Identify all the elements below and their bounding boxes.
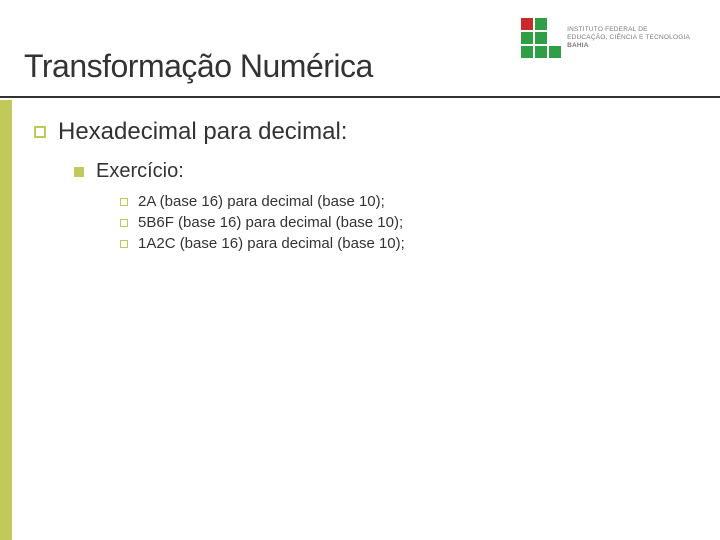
logo-line1: INSTITUTO FEDERAL DE [567,26,690,34]
logo-text: INSTITUTO FEDERAL DE EDUCAÇÃO, CIÊNCIA E… [567,26,690,49]
bullet-outline-icon [34,126,46,138]
list-item-level3: 2A (base 16) para decimal (base 10); [120,193,690,210]
accent-sidebar [0,100,12,540]
list-item-level3: 5B6F (base 16) para decimal (base 10); [120,214,690,231]
level1-text: Hexadecimal para decimal: [58,118,347,146]
level3-text: 2A (base 16) para decimal (base 10); [138,193,385,210]
logo-line2: EDUCAÇÃO, CIÊNCIA E TECNOLOGIA [567,34,690,42]
bullet-small-icon [120,219,128,227]
slide-content: Hexadecimal para decimal: Exercício: 2A … [34,118,690,256]
level3-text: 5B6F (base 16) para decimal (base 10); [138,214,403,231]
title-underline [0,96,720,98]
list-item-level2: Exercício: [74,160,690,183]
institution-logo: INSTITUTO FEDERAL DE EDUCAÇÃO, CIÊNCIA E… [521,18,690,58]
level2-text: Exercício: [96,160,184,183]
list-item-level3: 1A2C (base 16) para decimal (base 10); [120,235,690,252]
bullet-small-icon [120,240,128,248]
bullet-small-icon [120,198,128,206]
bullet-filled-icon [74,167,84,177]
logo-line3: BAHIA [567,42,690,50]
list-item-level1: Hexadecimal para decimal: [34,118,690,146]
slide-title: Transformação Numérica [24,48,373,85]
level3-text: 1A2C (base 16) para decimal (base 10); [138,235,405,252]
logo-squares-icon [521,18,561,58]
